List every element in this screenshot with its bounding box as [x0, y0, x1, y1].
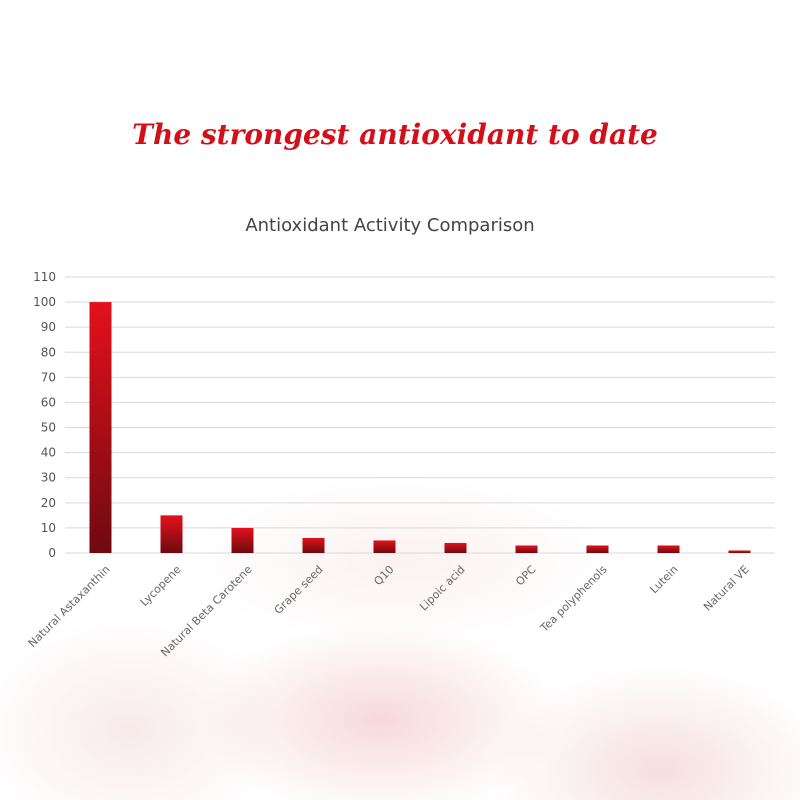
x-category-label: Lutein [647, 563, 680, 596]
y-tick-label: 50 [41, 421, 56, 435]
x-category-label: Natural VE [701, 563, 752, 614]
x-category-label: Grape seed [272, 563, 326, 617]
bar-natural-beta-carotene [231, 527, 254, 553]
y-tick-label: 0 [48, 546, 56, 560]
y-tick-label: 20 [41, 496, 56, 510]
y-tick-label: 70 [41, 370, 56, 384]
bar-natural-astaxanthin [89, 302, 112, 553]
gridlines [65, 276, 775, 554]
y-tick-label: 60 [41, 395, 56, 409]
bar-q10 [373, 540, 396, 553]
x-category-label: Natural Astaxanthin [26, 563, 113, 650]
x-category-label: OPC [513, 563, 539, 589]
y-tick-label: 30 [41, 471, 56, 485]
bar-grape-seed [302, 537, 325, 553]
bar-lipoic-acid [444, 542, 467, 553]
y-tick-label: 40 [41, 446, 56, 460]
bar-opc [515, 545, 538, 553]
bar-tea-polyphenols [586, 545, 609, 553]
y-tick-label: 10 [41, 521, 56, 535]
bar-natural-ve [728, 550, 751, 553]
y-tick-label: 90 [41, 320, 56, 334]
chart-title: Antioxidant Activity Comparison [245, 215, 535, 236]
x-category-label: Lipoic acid [417, 563, 467, 613]
headline: The strongest antioxidant to date [132, 118, 658, 151]
bars [89, 302, 751, 553]
x-category-label: Lycopene [138, 563, 184, 609]
x-category-label: Tea polyphenols [537, 563, 610, 636]
bar-lutein [657, 545, 680, 553]
bar-lycopene [160, 515, 183, 553]
x-category-label: Q10 [371, 563, 396, 588]
y-axis-ticks: 0 10 20 30 40 50 60 70 80 90 100 110 [33, 270, 56, 560]
y-tick-label: 100 [33, 295, 56, 309]
y-tick-label: 110 [33, 270, 56, 284]
y-tick-label: 80 [41, 345, 56, 359]
